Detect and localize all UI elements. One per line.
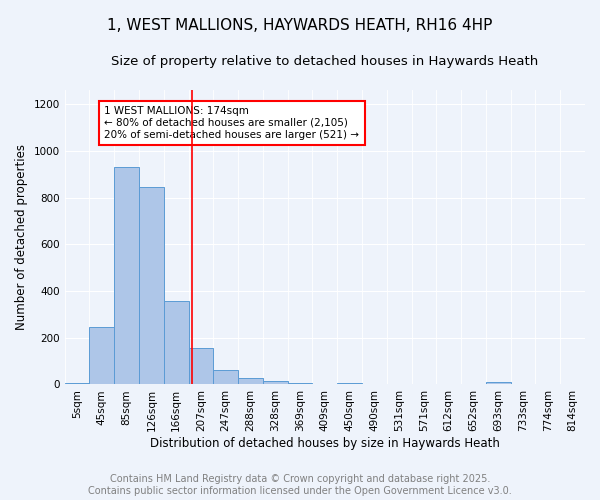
X-axis label: Distribution of detached houses by size in Haywards Heath: Distribution of detached houses by size …: [150, 437, 500, 450]
Bar: [164, 301, 188, 384]
Text: Contains HM Land Registry data © Crown copyright and database right 2025.
Contai: Contains HM Land Registry data © Crown c…: [88, 474, 512, 496]
Bar: [114, 167, 139, 384]
Text: 1 WEST MALLIONS: 174sqm
← 80% of detached houses are smaller (2,105)
20% of semi: 1 WEST MALLIONS: 174sqm ← 80% of detache…: [104, 106, 359, 140]
Bar: [486, 382, 511, 384]
Title: Size of property relative to detached houses in Haywards Heath: Size of property relative to detached ho…: [111, 55, 538, 68]
Bar: [214, 370, 238, 384]
Bar: [65, 382, 89, 384]
Bar: [89, 326, 114, 384]
Bar: [263, 382, 287, 384]
Y-axis label: Number of detached properties: Number of detached properties: [15, 144, 28, 330]
Bar: [139, 188, 164, 384]
Bar: [287, 383, 313, 384]
Bar: [188, 348, 214, 385]
Bar: [238, 378, 263, 384]
Text: 1, WEST MALLIONS, HAYWARDS HEATH, RH16 4HP: 1, WEST MALLIONS, HAYWARDS HEATH, RH16 4…: [107, 18, 493, 32]
